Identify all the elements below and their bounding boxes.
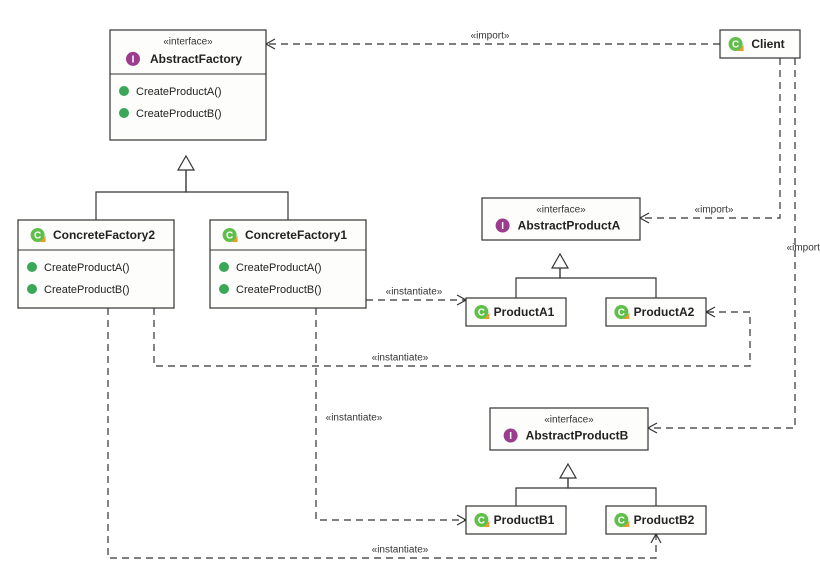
method: CreateProductB() [236,284,322,296]
node-productA2: ProductA2 C [606,298,706,326]
method: CreateProductA() [44,262,130,274]
edge-label: «instantiate» [372,545,429,556]
method: CreateProductA() [236,262,322,274]
stereotype: «interface» [544,415,594,426]
method: CreateProductA() [136,86,222,98]
node-title: ConcreteFactory1 [245,228,347,242]
node-title: ConcreteFactory2 [53,228,155,242]
node-title: AbstractFactory [150,52,242,66]
node-title: Client [751,37,784,51]
node-concreteFactory1: ConcreteFactory1 C CreateProductA() CreateP… [210,220,366,308]
edge-label: «instantiate» [326,413,383,424]
node-client: Client C [720,30,800,58]
edge-label: «import» [695,205,734,216]
uml-diagram: «import» «import» «import» «instantiate» «in… [0,0,820,582]
svg-text:C: C [732,40,739,51]
node-abstractProductA: «interface» AbstractProductA I [482,198,640,240]
node-title: ProductA2 [634,305,695,319]
node-productB1: ProductB1 C [466,506,566,534]
edge-label: «import» [471,31,510,42]
svg-text:C: C [618,516,625,527]
node-title: ProductB2 [634,513,695,527]
edge-cf2-gen [96,170,186,220]
svg-text:I: I [501,221,504,232]
edge-pb1-gen [516,478,568,506]
node-title: ProductA1 [494,305,555,319]
svg-text:C: C [226,231,233,242]
edge-cf1-gen [186,170,288,220]
svg-text:C: C [478,308,485,319]
svg-text:C: C [34,231,41,242]
method: CreateProductB() [44,284,130,296]
edge-pa1-gen [516,268,560,298]
edge-label: «instantiate» [372,353,429,364]
method: CreateProductB() [136,108,222,120]
node-abstractFactory: «interface» AbstractFactory I CreateProduct… [110,30,266,140]
node-title: AbstractProductB [526,429,629,443]
edge-client-to-apa [640,58,780,218]
node-title: AbstractProductA [518,219,621,233]
edge-pb2-gen [568,478,656,506]
node-title: ProductB1 [494,513,555,527]
stereotype: «interface» [536,205,586,216]
node-abstractProductB: «interface» AbstractProductB I [490,408,648,450]
node-concreteFactory2: ConcreteFactory2 C CreateProductA() CreateP… [18,220,174,308]
edge-client-to-apb [648,58,795,428]
svg-text:I: I [132,55,135,66]
stereotype: «interface» [163,37,213,48]
node-productA1: ProductA1 C [466,298,566,326]
svg-text:C: C [618,308,625,319]
edge-label: «instantiate» [386,287,443,298]
svg-text:I: I [509,431,512,442]
svg-text:C: C [478,516,485,527]
edge-label: «import» [787,243,820,254]
node-productB2: ProductB2 C [606,506,706,534]
edge-pa2-gen [560,268,656,298]
